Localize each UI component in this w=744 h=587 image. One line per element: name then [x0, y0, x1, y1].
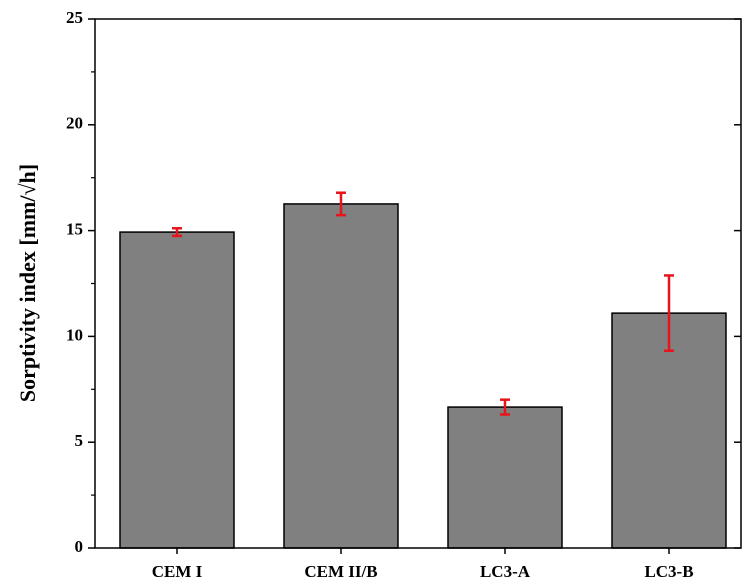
- bar: [283, 203, 399, 549]
- error-bar: [664, 274, 674, 353]
- y-tick-label: 0: [75, 537, 84, 556]
- y-tick-label: 15: [66, 220, 83, 239]
- y-tick-label: 5: [75, 431, 84, 450]
- bar: [611, 312, 727, 549]
- y-tick-label: 25: [66, 8, 83, 27]
- y-tick-label: 20: [66, 114, 83, 133]
- bar: [447, 406, 563, 549]
- x-tick-label: CEM I: [152, 562, 203, 581]
- y-tick-label: 10: [66, 325, 83, 344]
- y-axis-label: Sorptivity index [mm/√h]: [15, 164, 40, 402]
- x-tick-label: LC3-B: [644, 562, 693, 581]
- bar: [119, 231, 235, 549]
- error-bar: [172, 227, 182, 238]
- error-bar: [336, 191, 346, 217]
- error-bar: [500, 398, 510, 416]
- x-tick-label: CEM II/B: [304, 562, 377, 581]
- x-tick-label: LC3-A: [480, 562, 531, 581]
